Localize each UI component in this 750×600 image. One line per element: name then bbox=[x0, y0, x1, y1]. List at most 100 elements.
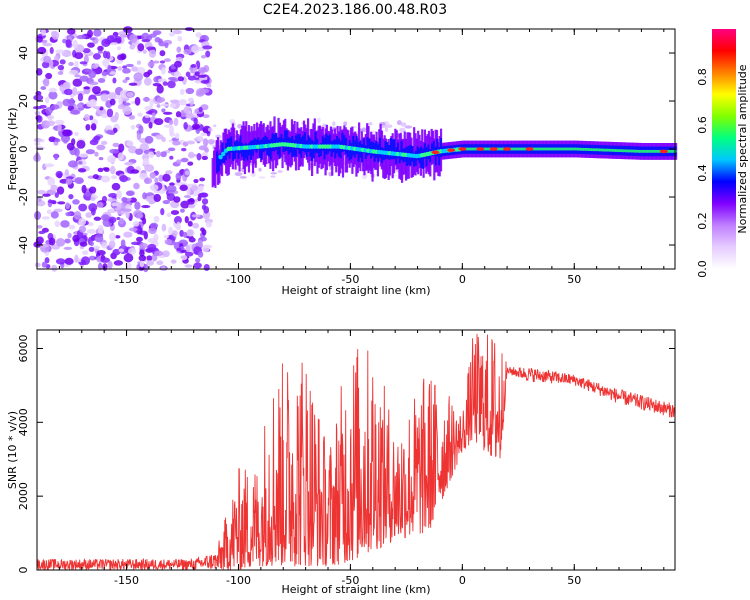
spectrogram-noise-blob bbox=[74, 60, 79, 69]
spectrogram-noise-blob bbox=[132, 220, 140, 227]
spectrogram-noise-blob bbox=[54, 119, 65, 125]
spectrogram-ridge-core bbox=[257, 137, 260, 150]
spectrogram-noise-blob bbox=[37, 196, 42, 203]
spectrogram-noise-blob bbox=[352, 125, 358, 128]
spectrogram-noise-blob bbox=[396, 120, 402, 126]
spectrogram-ridge-core bbox=[296, 134, 299, 150]
spectrogram-noise-blob bbox=[128, 82, 138, 86]
spectrogram-ridge-core bbox=[357, 142, 360, 162]
spectrogram-noise-blob bbox=[168, 119, 174, 125]
spectrogram-noise-blob bbox=[130, 124, 136, 130]
snr-x-tick-label: -150 bbox=[114, 574, 139, 587]
spectrogram-noise-blob bbox=[118, 248, 125, 253]
spectrogram-noise-blob bbox=[89, 139, 99, 146]
spectrogram-noise-blob bbox=[97, 50, 104, 54]
spectrogram-noise-blob bbox=[42, 78, 50, 87]
spectrogram-noise-blob bbox=[206, 83, 212, 88]
snr-x-axis-label: Height of straight line (km) bbox=[281, 583, 430, 596]
spectrogram-noise-blob bbox=[45, 107, 53, 115]
spectrogram-ridge-core bbox=[268, 139, 271, 157]
spectrogram-noise-blob bbox=[172, 140, 181, 146]
spectrogram-noise-blob bbox=[73, 211, 82, 220]
spectrogram-noise-blob bbox=[126, 91, 134, 98]
spectrogram-noise-blob bbox=[201, 198, 209, 205]
spectrogram-noise-blob bbox=[160, 151, 167, 158]
spectrogram-noise-blob bbox=[65, 212, 72, 217]
spectrogram-noise-blob bbox=[117, 54, 126, 61]
spectrogram-noise-blob bbox=[155, 134, 164, 140]
spectrogram-noise-blob bbox=[162, 173, 171, 182]
spectrogram-noise-blob bbox=[111, 182, 121, 191]
spectrogram-noise-blob bbox=[63, 246, 73, 251]
spectrogram-noise-blob bbox=[68, 69, 79, 75]
spectrogram-noise-blob bbox=[33, 94, 44, 101]
spectrogram-noise-blob bbox=[201, 155, 208, 161]
spectrogram-noise-blob bbox=[170, 210, 180, 216]
spectrogram-noise-blob bbox=[36, 35, 43, 43]
spectrogram-noise-blob bbox=[144, 135, 154, 144]
spectrogram-ridge-core bbox=[264, 135, 267, 151]
spectrogram-noise-blob bbox=[400, 127, 404, 132]
spectrogram-noise-blob bbox=[64, 169, 70, 176]
spectrogram-noise-blob bbox=[197, 251, 204, 258]
spectrogram-noise-blob bbox=[67, 232, 72, 239]
spectrogram-noise-blob bbox=[36, 200, 46, 207]
spectrogram-noise-blob bbox=[85, 212, 93, 218]
spectrogram-noise-blob bbox=[277, 170, 283, 173]
spectrogram-noise-blob bbox=[192, 123, 200, 130]
spectrogram-noise-blob bbox=[179, 88, 185, 96]
spectrogram-y-tick-label: -20 bbox=[17, 188, 30, 206]
spectrogram-noise-blob bbox=[78, 217, 87, 226]
spectrogram-ridge-core bbox=[386, 142, 389, 159]
spectrogram-ridge-core bbox=[432, 141, 435, 156]
spectrogram-noise-blob bbox=[170, 259, 177, 264]
spectrogram-noise-blob bbox=[112, 77, 117, 84]
spectrogram-noise-blob bbox=[100, 93, 109, 102]
spectrogram-noise-blob bbox=[173, 196, 181, 203]
spectrogram-noise-blob bbox=[63, 88, 73, 96]
spectrogram-ridge-max bbox=[503, 147, 512, 151]
snr-series bbox=[36, 333, 676, 571]
spectrogram-noise-blob bbox=[129, 197, 137, 203]
spectrogram-ridge-core bbox=[271, 133, 274, 152]
spectrogram-noise-blob bbox=[193, 178, 199, 184]
spectrogram-noise-blob bbox=[97, 224, 104, 234]
spectrogram-noise-blob bbox=[167, 80, 176, 89]
spectrogram-x-tick-label: 50 bbox=[567, 273, 581, 286]
spectrogram-noise-blob bbox=[59, 59, 66, 65]
spectrogram-noise-blob bbox=[142, 192, 147, 200]
snr-x-tick-label: 0 bbox=[459, 574, 466, 587]
spectrogram-ridge-core bbox=[293, 139, 296, 157]
spectrogram-noise-blob bbox=[203, 138, 209, 147]
spectrogram-ridge-core bbox=[434, 146, 437, 166]
spectrogram-ridge-cell bbox=[363, 136, 366, 176]
spectrogram-noise-blob bbox=[74, 51, 84, 60]
spectrogram-noise-blob bbox=[270, 172, 278, 175]
spectrogram-noise-blob bbox=[184, 170, 190, 176]
spectrogram-noise-blob bbox=[142, 157, 150, 166]
spectrogram-noise-blob bbox=[41, 39, 48, 44]
spectrogram-noise-blob bbox=[85, 123, 91, 131]
spectrogram-ridge-cell bbox=[241, 125, 244, 160]
spectrogram-ridge-core bbox=[239, 135, 242, 154]
spectrogram-noise-blob bbox=[198, 67, 206, 75]
spectrogram-ridge-core bbox=[278, 137, 281, 159]
spectrogram-noise-blob bbox=[188, 153, 198, 158]
spectrogram-noise-blob bbox=[148, 33, 157, 38]
spectrogram-noise-blob bbox=[69, 109, 80, 115]
spectrogram-noise-blob bbox=[56, 186, 65, 195]
spectrogram-noise-blob bbox=[85, 149, 96, 155]
spectrogram-noise-blob bbox=[46, 120, 56, 127]
spectrogram-noise-blob bbox=[36, 189, 47, 195]
spectrogram-ridge-cell bbox=[312, 123, 315, 157]
spectrogram-noise-blob bbox=[205, 220, 212, 228]
spectrogram-ridge-core bbox=[242, 144, 245, 161]
spectrogram-ridge-core bbox=[398, 150, 401, 164]
spectrogram-noise-blob bbox=[151, 112, 156, 117]
spectrogram-noise-blob bbox=[152, 60, 160, 64]
spectrogram-noise-blob bbox=[122, 68, 131, 74]
spectrogram-noise-blob bbox=[117, 152, 124, 161]
spectrogram-ridge-core bbox=[273, 134, 276, 152]
snr-x-tick-label: -100 bbox=[226, 574, 251, 587]
spectrogram-noise-blob bbox=[201, 244, 210, 253]
